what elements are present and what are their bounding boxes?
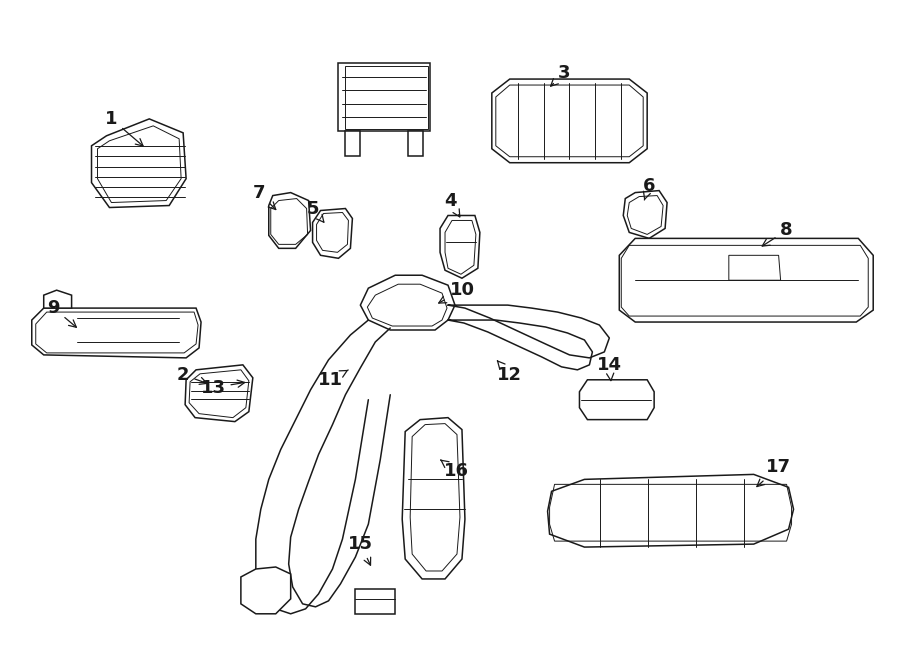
Polygon shape	[360, 275, 455, 330]
Text: 10: 10	[438, 281, 474, 303]
Polygon shape	[241, 567, 291, 614]
Polygon shape	[356, 589, 395, 614]
Text: 11: 11	[318, 370, 348, 389]
Text: 4: 4	[444, 192, 460, 217]
Polygon shape	[44, 290, 72, 308]
Polygon shape	[619, 239, 873, 322]
Text: 7: 7	[253, 184, 275, 210]
Polygon shape	[32, 308, 201, 358]
Text: 9: 9	[48, 299, 76, 327]
Polygon shape	[491, 79, 647, 163]
Text: 16: 16	[441, 460, 469, 481]
Polygon shape	[409, 131, 423, 156]
Text: 15: 15	[348, 535, 373, 565]
Text: 3: 3	[551, 64, 571, 86]
Text: 5: 5	[306, 200, 324, 222]
Polygon shape	[92, 119, 186, 208]
Polygon shape	[440, 215, 480, 278]
Text: 17: 17	[757, 459, 791, 486]
Polygon shape	[312, 208, 353, 258]
Polygon shape	[580, 380, 654, 420]
Polygon shape	[338, 63, 430, 131]
Text: 1: 1	[105, 110, 143, 146]
Polygon shape	[269, 192, 310, 249]
Polygon shape	[402, 418, 465, 579]
Polygon shape	[346, 131, 360, 156]
Text: 12: 12	[497, 361, 522, 384]
Text: 13: 13	[201, 379, 245, 397]
Polygon shape	[547, 475, 794, 547]
Text: 6: 6	[643, 176, 655, 200]
Polygon shape	[624, 190, 667, 239]
Text: 14: 14	[597, 356, 622, 381]
Text: 8: 8	[762, 221, 793, 246]
Text: 2: 2	[177, 366, 207, 384]
Polygon shape	[185, 365, 253, 422]
